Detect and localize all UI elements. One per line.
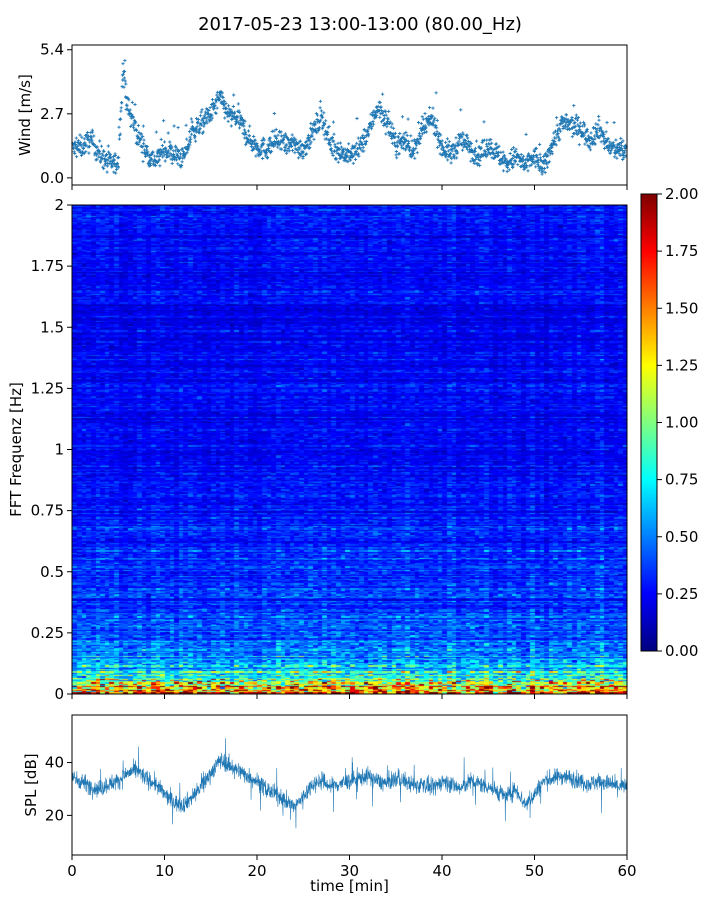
spectrogram-ytick-label: 0.5: [40, 563, 64, 581]
spectrogram-ytick-label: 0.25: [31, 624, 64, 642]
spectrogram-ytick-label: 0: [54, 685, 64, 703]
spectrogram-ytick-label: 2: [54, 196, 64, 214]
spectrogram-ytick-label: 1.75: [31, 257, 64, 275]
wind-ylabel: Wind [m/s]: [16, 74, 34, 156]
spl-xtick-label: 10: [155, 862, 174, 880]
colorbar-tick-label: 0.50: [665, 528, 698, 546]
colorbar-tick-label: 1.50: [665, 299, 698, 317]
colorbar-tick-label: 1.00: [665, 414, 698, 432]
wind-panel: 0.0 2.7 5.4 Wind [m/s]: [16, 41, 628, 190]
spl-panel: 20 40 0 10 20 30 40 50 60 SPL [dB] time [min]: [22, 714, 637, 895]
colorbar-tick-label: 1.75: [665, 242, 698, 260]
spectrogram-panel: 0 0.25 0.5 0.75 1 1.25 1.5 1.75 2 FFT Frequenz [H…: [7, 196, 628, 703]
spl-ytick-label: 20: [45, 806, 64, 824]
spectrogram-ytick-label: 0.75: [31, 502, 64, 520]
spl-xtick-label: 40: [432, 862, 451, 880]
spectrogram-ytick-label: 1: [54, 441, 64, 459]
spl-xtick-label: 0: [67, 862, 77, 880]
colorbar-tick-label: 0.00: [665, 642, 698, 660]
spl-ytick-label: 40: [45, 754, 64, 772]
spl-xtick-label: 30: [340, 862, 359, 880]
wind-ytick-label: 2.7: [40, 105, 64, 123]
colorbar-tick-label: 1.25: [665, 356, 698, 374]
colorbar-tick-label: 2.00: [665, 185, 698, 203]
spectrogram-ylabel: FFT Frequenz [Hz]: [7, 382, 25, 517]
wind-scatter-points: [71, 59, 628, 176]
spectrogram-heatmap: [72, 205, 627, 694]
spectrogram-ytick-label: 1.25: [31, 379, 64, 397]
spl-ylabel: SPL [dB]: [22, 753, 40, 816]
spl-xlabel: time [min]: [310, 877, 389, 895]
wind-ytick-label: 0.0: [40, 169, 64, 187]
colorbar-tick-label: 0.75: [665, 471, 698, 489]
wind-ytick-label: 5.4: [40, 41, 64, 59]
colorbar-frame: [640, 193, 658, 652]
spl-line-series: [71, 738, 628, 829]
colorbar-gradient: [641, 194, 657, 651]
spectrogram-axes-frame: [71, 204, 628, 695]
colorbar-tick-label: 0.25: [665, 585, 698, 603]
spl-xtick-label: 50: [525, 862, 544, 880]
spectrogram-ytick-label: 1.5: [40, 318, 64, 336]
spl-xtick-label: 20: [247, 862, 266, 880]
colorbar: 0.00 0.25 0.50 0.75 1.00 1.25 1.50 1.75 2.00: [640, 185, 698, 660]
spl-xtick-label: 60: [617, 862, 636, 880]
figure-title: 2017-05-23 13:00-13:00 (80.00_Hz): [198, 14, 522, 35]
